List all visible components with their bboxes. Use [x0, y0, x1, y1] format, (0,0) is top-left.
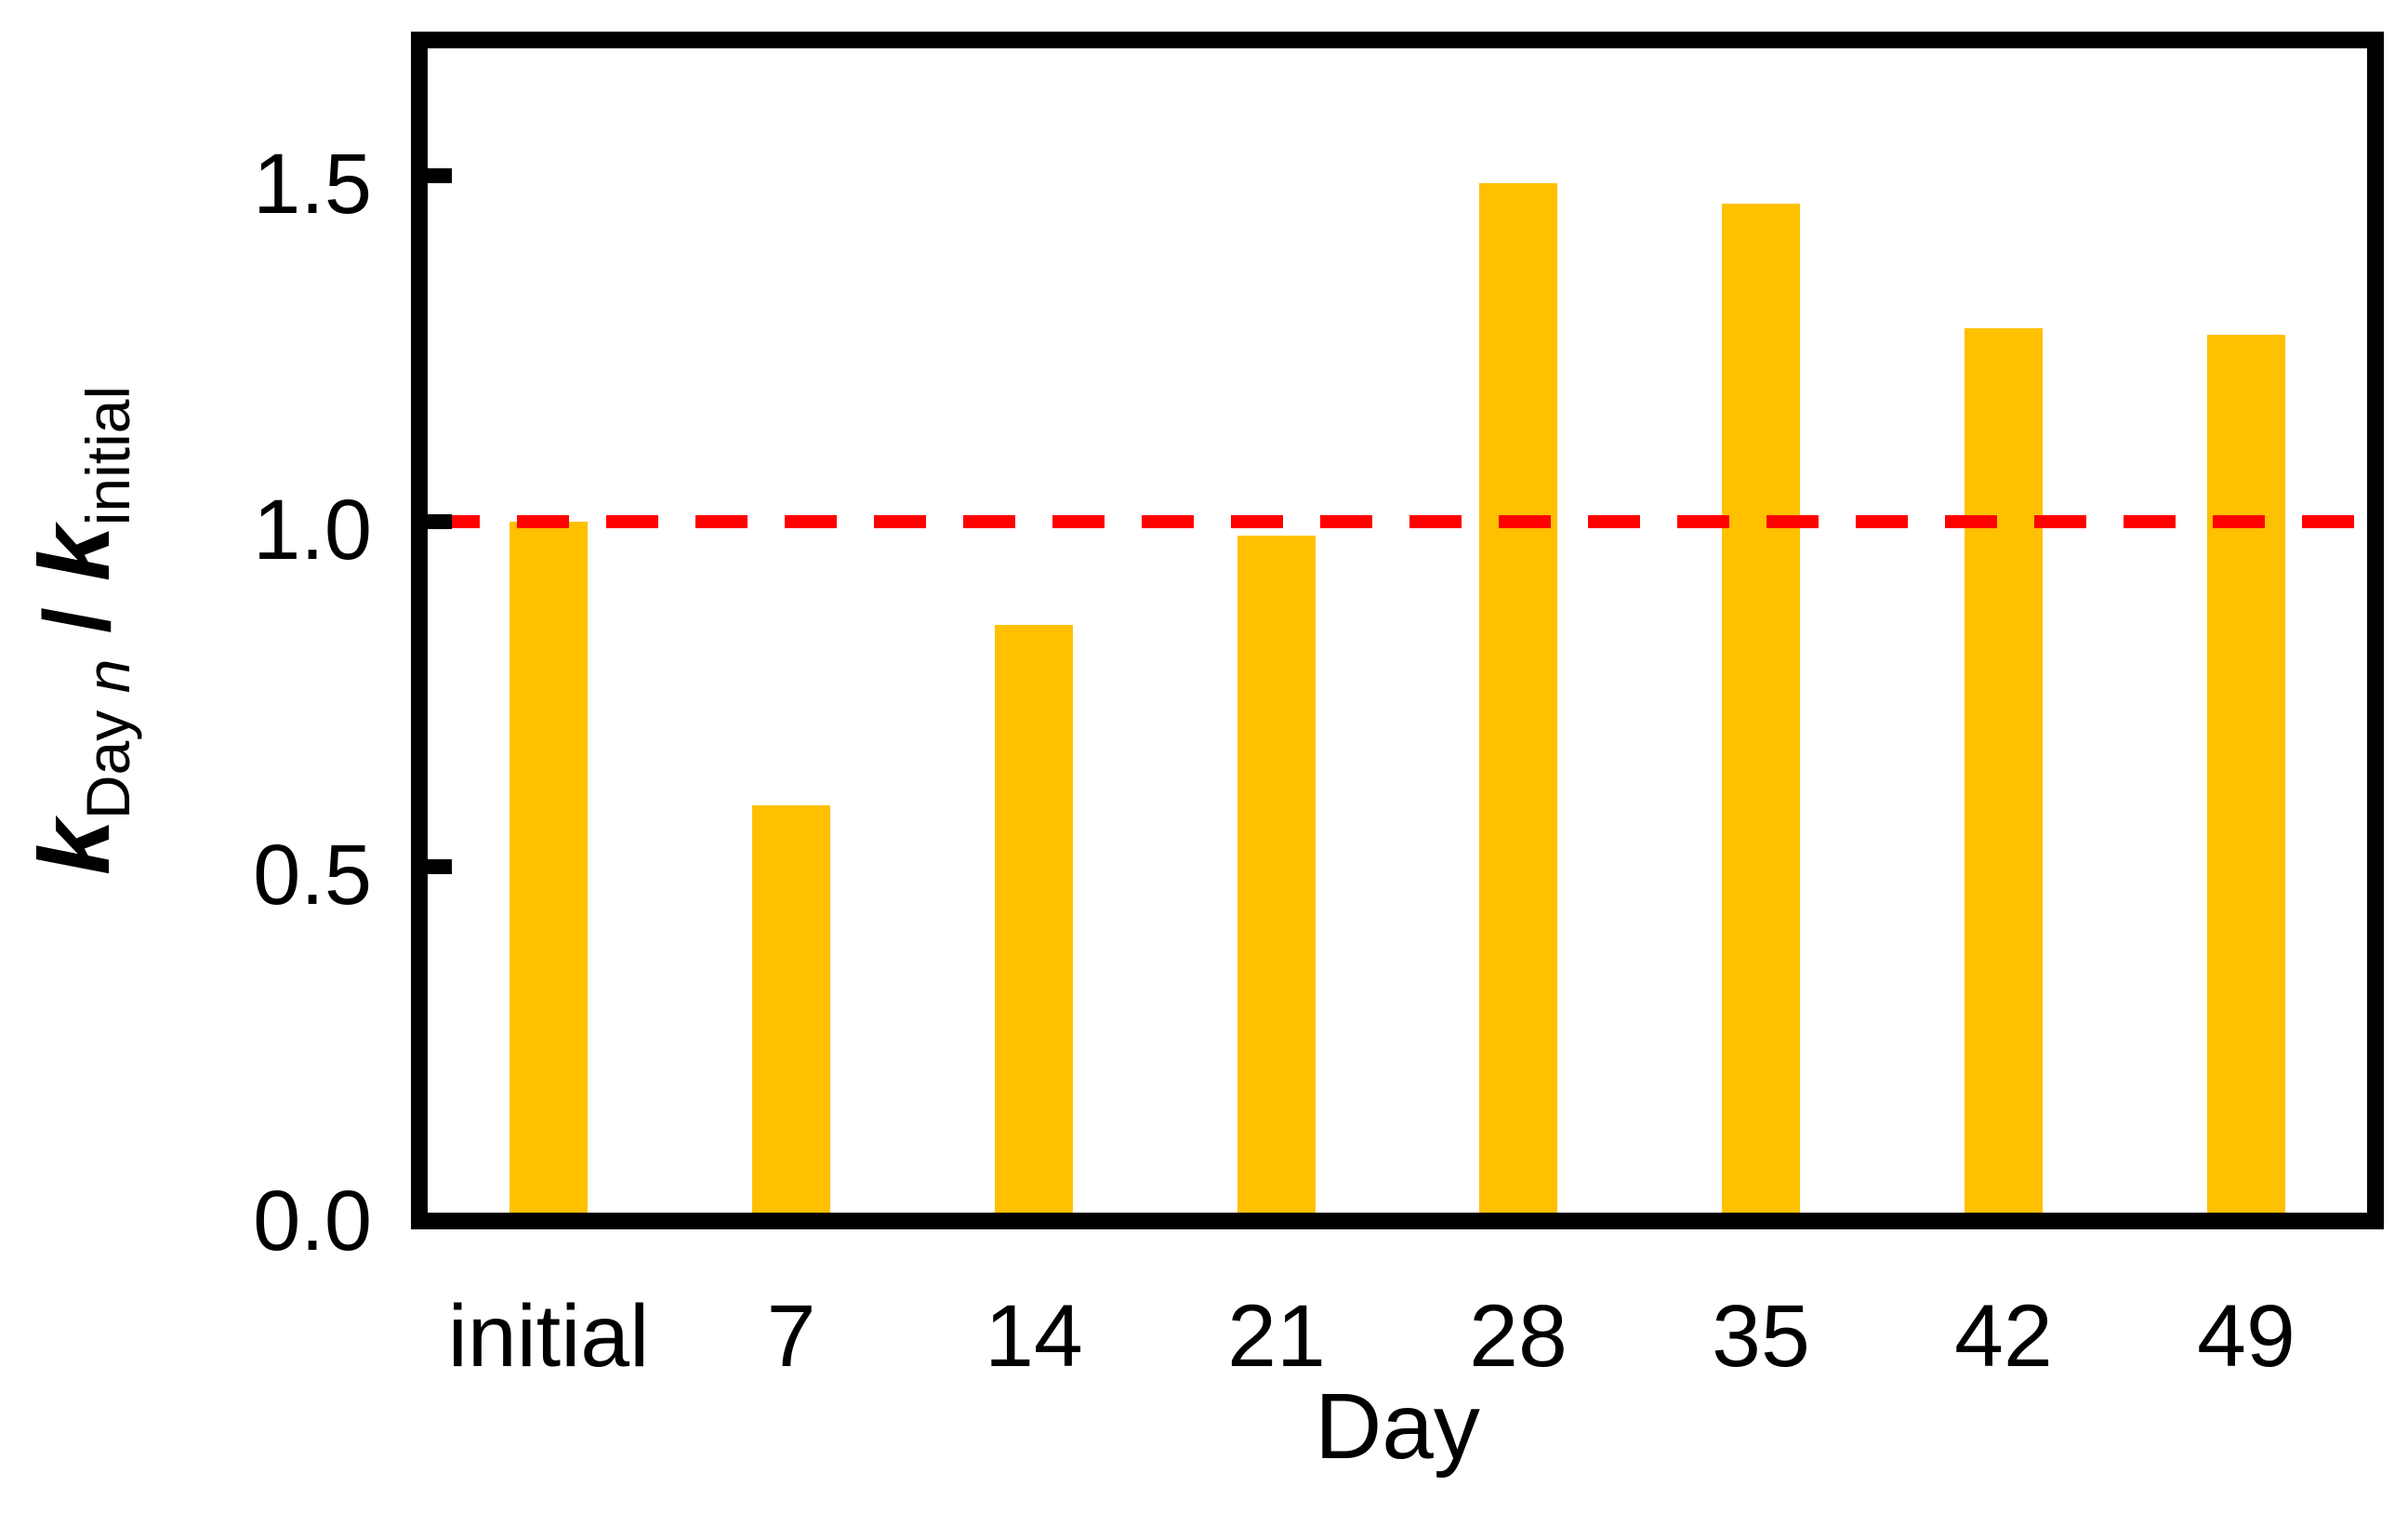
bar-initial	[509, 522, 589, 1213]
bar-21	[1237, 536, 1316, 1213]
x-tick-label-35: 35	[1712, 1287, 1810, 1386]
x-tick-label-28: 28	[1469, 1287, 1568, 1386]
bar-28	[1479, 183, 1558, 1213]
x-tick-label-initial: initial	[447, 1287, 650, 1386]
x-tick-label-14: 14	[985, 1287, 1083, 1386]
y-title-sub-initial: initial	[73, 385, 142, 526]
bar-7	[752, 805, 831, 1213]
x-tick-label-42: 42	[1954, 1287, 2053, 1386]
x-tick-label-21: 21	[1227, 1287, 1326, 1386]
y-tick-label-0.5: 0.5	[253, 828, 372, 922]
y-title-k-daynum: k	[18, 819, 130, 876]
plot-area	[428, 48, 2367, 1213]
y-tick-label-1.0: 1.0	[253, 483, 372, 577]
y-tick-mark-1	[428, 514, 452, 529]
bar-49	[2206, 335, 2285, 1213]
y-title-k-initial: k	[18, 525, 130, 582]
bar-14	[994, 625, 1073, 1213]
y-axis-title: kDay n / kinitial	[18, 386, 142, 875]
plot-frame	[411, 32, 2384, 1229]
y-title-slash: /	[25, 581, 129, 659]
x-axis-title: Day	[1315, 1374, 1480, 1479]
bar-35	[1722, 204, 1801, 1213]
y-tick-label-1.5: 1.5	[253, 137, 372, 232]
x-tick-label-49: 49	[2197, 1287, 2296, 1386]
y-tick-label-0.0: 0.0	[253, 1174, 372, 1268]
y-title-sub-dayn: Day n	[73, 658, 142, 820]
y-tick-mark-0.5	[428, 859, 452, 874]
y-tick-mark-1.5	[428, 168, 452, 183]
reference-line-1.0	[428, 515, 2367, 528]
x-tick-label-7: 7	[766, 1287, 816, 1386]
bar-42	[1964, 328, 2043, 1213]
